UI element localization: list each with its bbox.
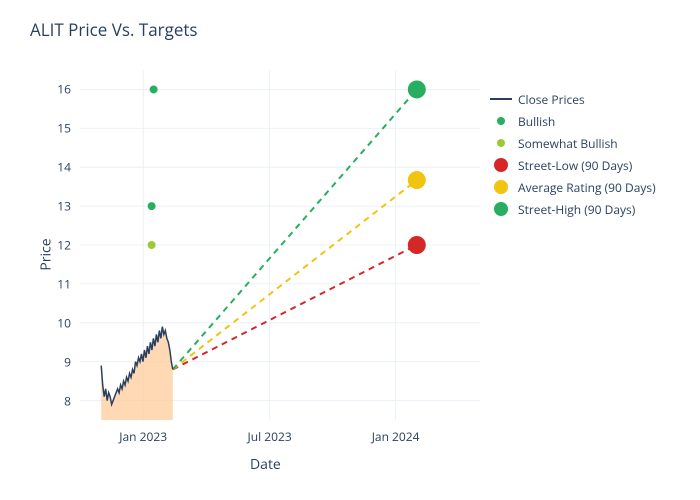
y-tick: 8 xyxy=(64,392,71,409)
legend-item[interactable]: Bullish xyxy=(490,112,656,130)
marker-icon xyxy=(494,158,508,172)
legend-label: Street-Low (90 Days) xyxy=(518,157,632,174)
legend-label: Close Prices xyxy=(518,91,585,108)
x-tick: Jul 2023 xyxy=(248,428,292,445)
legend-item[interactable]: Average Rating (90 Days) xyxy=(490,178,656,196)
marker-icon xyxy=(497,117,505,125)
x-tick: Jan 2023 xyxy=(119,428,167,445)
marker-icon xyxy=(494,202,508,216)
x-axis-label: Date xyxy=(250,455,281,474)
legend-label: Somewhat Bullish xyxy=(518,135,618,152)
legend-item[interactable]: Street-High (90 Days) xyxy=(490,200,656,218)
y-tick: 13 xyxy=(57,198,71,215)
legend: Close Prices Bullish Somewhat Bullish Stree… xyxy=(490,90,656,222)
x-ticks: Jan 2023 Jul 2023 Jan 2024 xyxy=(80,428,480,448)
y-tick: 15 xyxy=(57,120,71,137)
legend-item[interactable]: Close Prices xyxy=(490,90,656,108)
legend-item[interactable]: Somewhat Bullish xyxy=(490,134,656,152)
y-tick: 9 xyxy=(64,353,71,370)
legend-item[interactable]: Street-Low (90 Days) xyxy=(490,156,656,174)
y-tick: 11 xyxy=(57,275,71,292)
x-tick: Jan 2024 xyxy=(372,428,420,445)
legend-label: Average Rating (90 Days) xyxy=(518,179,656,196)
chart-plot xyxy=(80,70,480,420)
y-tick: 10 xyxy=(57,314,71,331)
line-icon xyxy=(490,98,512,100)
y-tick: 14 xyxy=(57,159,71,176)
legend-label: Bullish xyxy=(518,113,555,130)
marker-icon xyxy=(497,139,505,147)
y-ticks: 8 9 10 11 12 13 14 15 16 xyxy=(0,70,76,420)
marker-icon xyxy=(494,180,508,194)
y-tick: 12 xyxy=(57,237,71,254)
legend-label: Street-High (90 Days) xyxy=(518,201,635,218)
y-tick: 16 xyxy=(57,81,71,98)
chart-title: ALIT Price Vs. Targets xyxy=(30,18,198,41)
